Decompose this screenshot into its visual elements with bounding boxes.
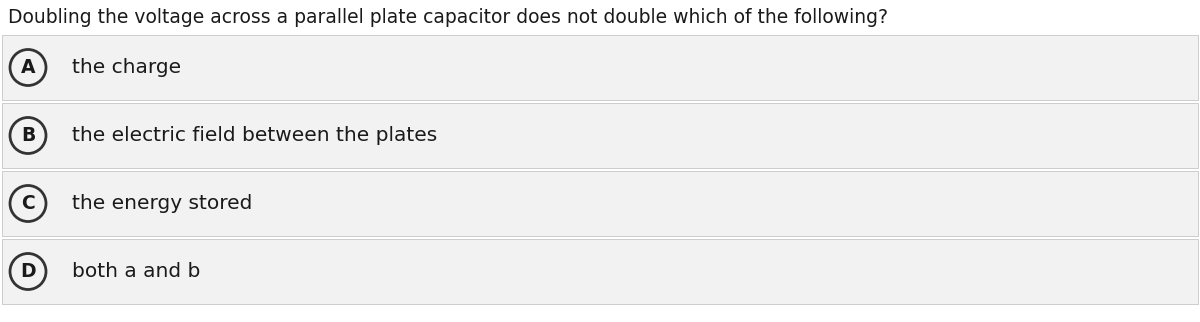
Text: both a and b: both a and b [72,262,200,281]
Text: the electric field between the plates: the electric field between the plates [72,126,437,145]
FancyBboxPatch shape [2,239,1198,304]
Text: the energy stored: the energy stored [72,194,252,213]
Ellipse shape [10,185,46,222]
FancyBboxPatch shape [2,103,1198,168]
Ellipse shape [10,50,46,86]
Ellipse shape [10,253,46,289]
Text: B: B [20,126,35,145]
Ellipse shape [10,118,46,154]
Text: C: C [22,194,35,213]
Text: Doubling the voltage across a parallel plate capacitor does not double which of : Doubling the voltage across a parallel p… [8,8,888,27]
Text: A: A [20,58,35,77]
Text: the charge: the charge [72,58,181,77]
Text: D: D [20,262,36,281]
FancyBboxPatch shape [2,35,1198,100]
FancyBboxPatch shape [2,171,1198,236]
